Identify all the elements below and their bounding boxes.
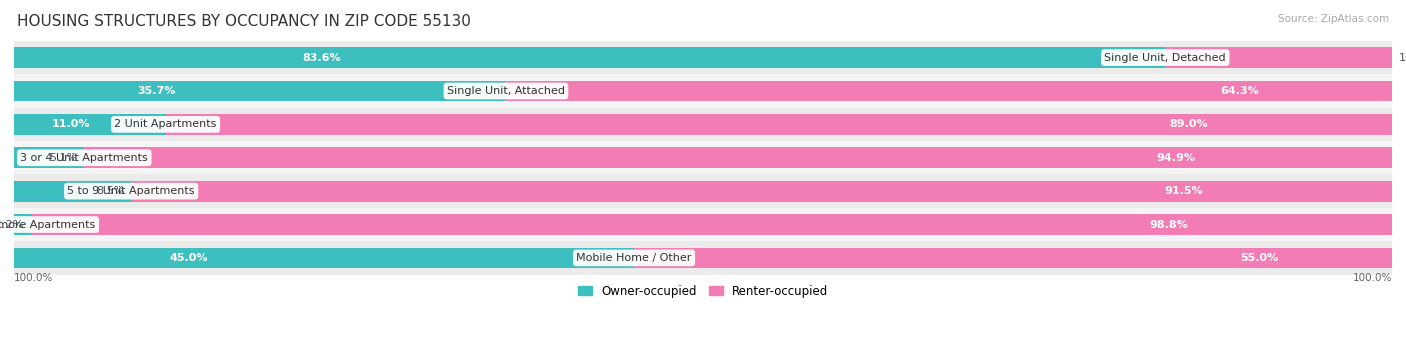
Bar (14, 108, 1392, 141)
Bar (131, 181, 1392, 202)
Text: 3 or 4 Unit Apartments: 3 or 4 Unit Apartments (21, 153, 148, 163)
Bar (14, 81, 506, 101)
Text: 98.8%: 98.8% (1149, 220, 1188, 229)
Bar (634, 248, 1392, 268)
Text: 16.5%: 16.5% (1399, 53, 1406, 63)
Text: Mobile Home / Other: Mobile Home / Other (576, 253, 692, 263)
Text: 8.5%: 8.5% (96, 186, 124, 196)
Text: 5 to 9 Unit Apartments: 5 to 9 Unit Apartments (67, 186, 195, 196)
Text: 100.0%: 100.0% (1353, 273, 1392, 283)
Bar (14, 41, 1392, 74)
Bar (14, 175, 1392, 208)
Text: HOUSING STRUCTURES BY OCCUPANCY IN ZIP CODE 55130: HOUSING STRUCTURES BY OCCUPANCY IN ZIP C… (17, 14, 471, 29)
Text: 1.2%: 1.2% (0, 220, 24, 229)
Text: Single Unit, Attached: Single Unit, Attached (447, 86, 565, 96)
Text: 45.0%: 45.0% (169, 253, 208, 263)
Text: 89.0%: 89.0% (1170, 119, 1208, 129)
Text: 100.0%: 100.0% (14, 273, 53, 283)
Bar (506, 81, 1392, 101)
Text: 83.6%: 83.6% (302, 53, 340, 63)
Bar (1164, 47, 1392, 68)
Bar (14, 214, 31, 235)
Bar (14, 141, 1392, 175)
Text: Source: ZipAtlas.com: Source: ZipAtlas.com (1278, 14, 1389, 24)
Bar (14, 114, 166, 135)
Text: 64.3%: 64.3% (1220, 86, 1258, 96)
Bar (14, 47, 1166, 68)
Bar (14, 147, 84, 168)
Text: 5.1%: 5.1% (49, 153, 77, 163)
Text: 35.7%: 35.7% (136, 86, 176, 96)
Bar (14, 248, 634, 268)
Bar (166, 114, 1392, 135)
Text: 94.9%: 94.9% (1157, 153, 1195, 163)
Legend: Owner-occupied, Renter-occupied: Owner-occupied, Renter-occupied (572, 280, 834, 302)
Bar (84, 147, 1392, 168)
Bar (14, 74, 1392, 108)
Text: 10 or more Apartments: 10 or more Apartments (0, 220, 96, 229)
Bar (31, 214, 1392, 235)
Bar (14, 241, 1392, 275)
Text: 91.5%: 91.5% (1164, 186, 1202, 196)
Text: 2 Unit Apartments: 2 Unit Apartments (114, 119, 217, 129)
Bar (14, 208, 1392, 241)
Text: 55.0%: 55.0% (1240, 253, 1278, 263)
Bar (14, 181, 131, 202)
Text: 11.0%: 11.0% (52, 119, 90, 129)
Text: Single Unit, Detached: Single Unit, Detached (1105, 53, 1226, 63)
